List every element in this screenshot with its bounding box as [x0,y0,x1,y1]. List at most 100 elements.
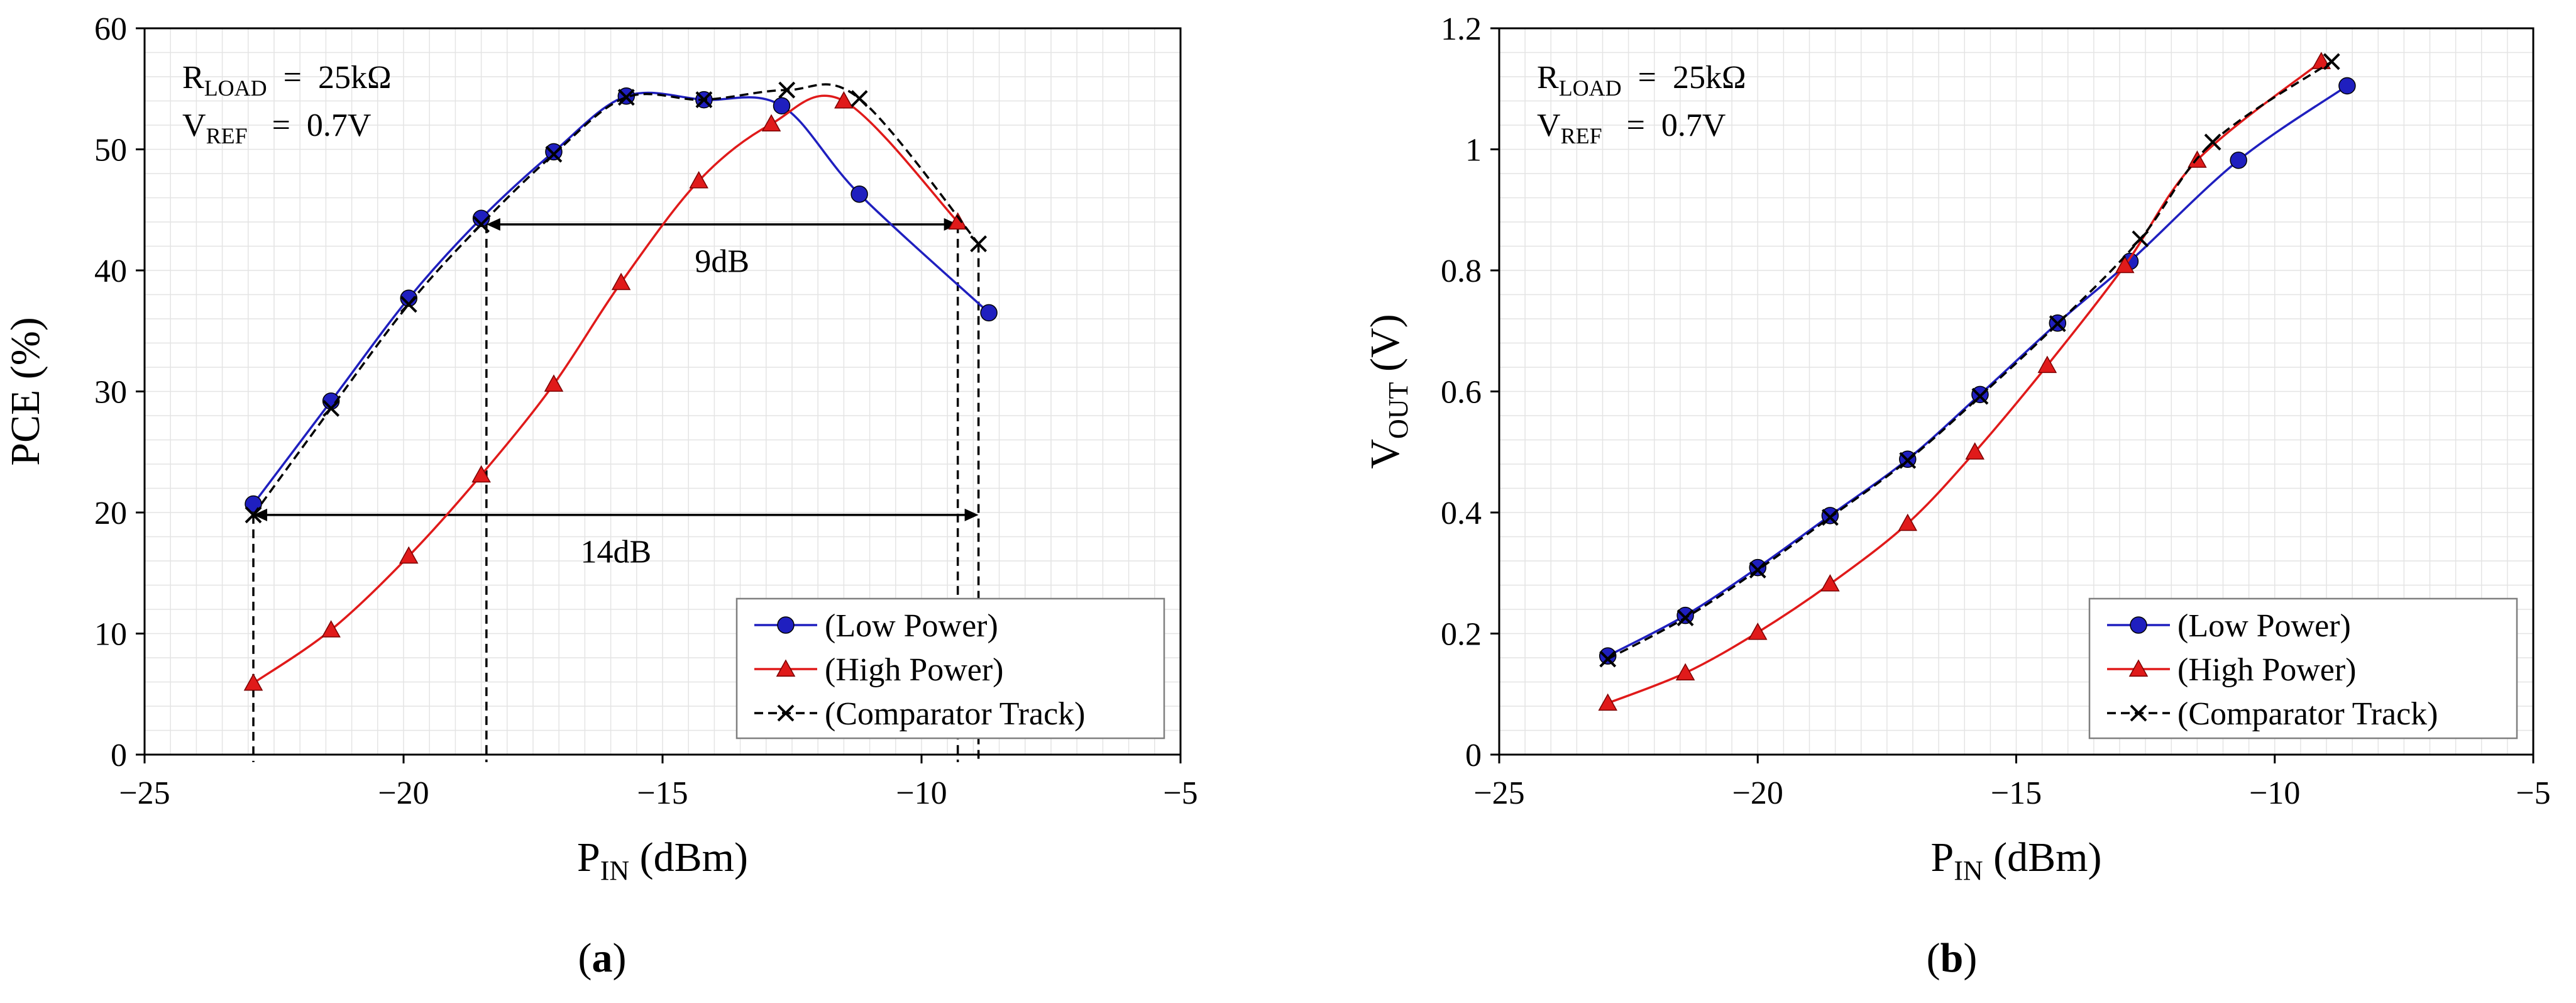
chart-b-note-main: R [1537,60,1559,96]
chart-a-caption-letter: a [592,935,613,981]
chart-b-y-tick-label: 1.2 [1441,11,1482,47]
chart-b-x-tick-label: −20 [1732,775,1783,811]
chart-b-caption: (b) [1927,935,1978,981]
chart-b-y-axis-title-sub: OUT [1383,382,1414,439]
chart-a-point [850,185,868,203]
chart-a-point [472,209,490,227]
chart-b-y-axis-title: VOUT (V) [1362,314,1414,468]
chart-b-point [1898,513,1918,531]
chart-a-caption-open: ( [578,935,592,981]
chart-a-legend-marker [777,704,795,722]
chart-a-point [545,143,563,161]
chart-a-x-tick-label: −5 [1163,775,1197,811]
chart-a-legend-label: (Comparator Track) [825,696,1085,732]
chart-a-legend-item: (Low Power) [754,608,998,644]
chart-a-legend-label: (Low Power) [825,608,998,644]
chart-a-point [695,91,713,108]
chart-a-point [243,673,263,691]
chart-b-series-line [1607,84,2348,657]
chart-b-note-sub: REF [1561,123,1602,148]
chart-a-note: VREF = 0.7V [182,108,371,148]
chart-a-x-axis-title-sub: IN [600,855,629,886]
chart-b-caption-letter: b [1940,935,1964,981]
chart-b-legend-label: (Comparator Track) [2177,696,2438,732]
chart-b-legend-item: (High Power) [2107,652,2357,688]
chart-a-x-axis-title: PIN (dBm) [577,834,748,886]
chart-a-x-axis-title-main: P [577,834,600,880]
chart-a-point [761,114,781,132]
chart-b-point [2230,152,2247,169]
chart-a-legend-marker [777,616,795,634]
chart-a-y-axis-title: PCE (%) [3,317,48,465]
chart-b-point [1599,647,1617,665]
chart-b-y-tick-label: 0.4 [1441,496,1482,531]
chart-a-point [611,272,631,291]
chart-b-legend-label: (High Power) [2177,652,2357,688]
chart-b-x-tick-label: −5 [2516,775,2550,811]
chart-a-point [773,97,791,114]
chart-b-legend-marker [2130,616,2147,634]
chart-a-point [970,235,988,253]
chart-b-y-axis-title-rest: (V) [1362,314,1408,382]
chart-b-caption-close: ) [1963,935,1977,981]
chart-b-point [1675,663,1695,681]
chart-b-series-0 [1599,77,2356,665]
chart-a-legend-item: (High Power) [754,652,1004,688]
chart-a-point [399,546,419,564]
chart-a-x-tick-label: −10 [896,775,947,811]
chart-b-point [1599,650,1617,668]
chart-a-y-tick-label: 10 [94,617,127,653]
chart-b-point [1821,509,1839,526]
chart-a-x-axis-title-rest: (dBm) [629,834,748,880]
chart-b-y-tick-label: 1 [1465,133,1482,169]
chart-b-note: RLOAD = 25kΩ [1537,60,1746,101]
chart-a-point [617,89,635,106]
chart-b-legend-label: (Low Power) [2177,608,2351,644]
chart-a-point [834,91,854,109]
chart-b-point [1749,562,1766,579]
chart-a-point [689,171,708,189]
chart-a-note-sub: LOAD [204,75,267,101]
chart-a-point [322,400,340,417]
chart-a-x-tick-label: −25 [119,775,170,811]
chart-b-point [1899,452,1917,469]
chart-a-series-line [252,91,990,505]
chart-b-point [1598,693,1617,711]
chart-a: −25 −20 −15 −10 −5 0 10 20 30 40 50 60 PIN (dBm) PCE … [3,11,1198,981]
chart-b-x-axis-title-rest: (dBm) [1983,834,2102,880]
chart-a-series-2 [245,81,988,524]
chart-a-point [778,81,796,99]
chart-b-point [2037,355,2057,374]
chart-b-point [2204,133,2221,151]
chart-b-y-tick-label: 0.2 [1441,617,1482,653]
chart-b-note-main: V [1537,108,1561,143]
chart-b-x-axis-title: PIN (dBm) [1931,834,2102,886]
chart-a-series-1 [243,91,967,691]
chart-a-y-tick-label: 60 [94,11,127,47]
chart-a-point [473,216,490,233]
chart-b-point [2132,230,2149,248]
chart-b-point [2115,255,2135,274]
chart-a-point [321,620,341,638]
chart-a-note-sub: REF [206,123,248,148]
chart-b-series-line [1607,60,2333,660]
chart-a-y-tick-label: 0 [111,738,127,773]
chart-a-y-tick-label: 50 [94,133,127,169]
chart-a-note-main: V [182,108,206,143]
chart-b-x-tick-label: −15 [1991,775,2042,811]
chart-a-note-rest: = 25kΩ [267,60,392,96]
chart-b-legend-marker [2128,659,2149,677]
chart-a-point [471,465,491,483]
chart-b-y-tick-label: 0.8 [1441,253,1482,289]
chart-a-x-tick-label: −20 [378,775,429,811]
chart-b-point [2323,53,2340,70]
chart-b-legend-marker [2130,704,2147,722]
chart-b-point [2049,315,2066,333]
chart-a-point [400,296,417,313]
chart-b-x-tick-label: −25 [1473,775,1524,811]
chart-a-dimension-1: 14dB [253,508,979,570]
chart-b-note-rest: = 0.7V [1602,108,1726,143]
chart-a-y-tick-label: 30 [94,375,127,411]
chart-a-caption-close: ) [613,935,627,981]
chart-b-legend-item: (Comparator Track) [2107,696,2438,732]
